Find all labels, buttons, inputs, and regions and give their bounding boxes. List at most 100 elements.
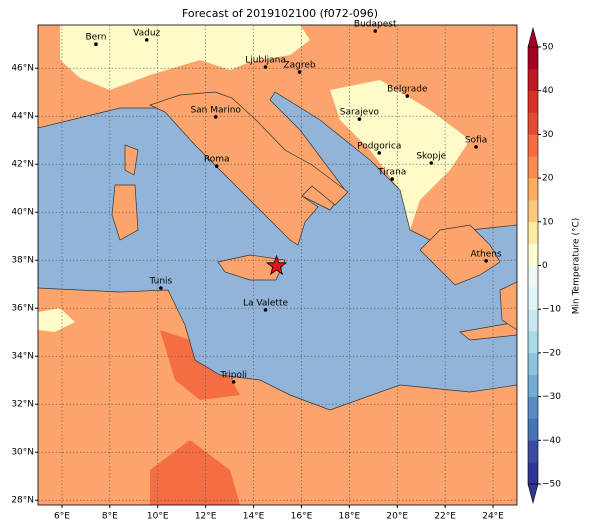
corsica xyxy=(124,144,139,176)
colorbar-tick-label: −40 xyxy=(542,436,561,446)
colorbar-tick-label: 0 xyxy=(542,261,548,271)
colorbar-band xyxy=(528,90,538,113)
colorbar-tick-label: 40 xyxy=(542,86,554,96)
colorbar-band xyxy=(528,440,538,463)
colorbar-tick-label: −30 xyxy=(542,392,561,402)
city-label: La Valette xyxy=(243,298,288,308)
colorbar-band xyxy=(528,243,538,266)
y-tick-label: 44°N xyxy=(11,112,34,122)
y-tick-label: 30°N xyxy=(11,448,34,458)
city-point xyxy=(297,70,302,74)
colorbar-extend-bottom xyxy=(527,483,539,505)
y-tick-label: 34°N xyxy=(11,352,34,362)
colorbar-tick-label: −10 xyxy=(542,305,561,315)
colorbar-tick-label: −20 xyxy=(542,348,561,358)
crete xyxy=(459,321,517,341)
y-tick-label: 46°N xyxy=(11,64,34,74)
city-label: Tunis xyxy=(148,277,172,287)
colorbar-band xyxy=(528,396,538,419)
city-point xyxy=(390,177,395,181)
colorbar-band xyxy=(528,287,538,310)
x-tick-label: 22°E xyxy=(434,512,456,522)
colorbar-band xyxy=(528,112,538,135)
x-tick-label: 10°E xyxy=(147,512,169,522)
city-point xyxy=(484,259,488,263)
colorbar-band xyxy=(528,221,538,244)
city-point xyxy=(144,38,149,42)
y-tick-label: 40°N xyxy=(11,208,34,218)
warm-area xyxy=(150,440,240,505)
colorbar-band xyxy=(528,265,538,288)
x-tick-label: 12°E xyxy=(195,512,217,522)
x-tick-label: 24°E xyxy=(482,512,504,522)
map-frame xyxy=(37,24,518,506)
city-label: Vaduz xyxy=(133,28,160,38)
colorbar-band xyxy=(528,68,538,91)
y-tick-label: 36°N xyxy=(11,304,34,314)
title: Forecast of 2019102100 (f072-096) xyxy=(182,7,378,20)
city-label: Podgorica xyxy=(357,141,401,151)
city-label: Budapest xyxy=(354,20,397,30)
map-layer xyxy=(38,25,517,505)
colorbar-tick-label: 50 xyxy=(542,43,554,53)
italy xyxy=(149,91,349,246)
cool-area xyxy=(60,25,310,90)
x-tick-label: 14°E xyxy=(243,512,265,522)
y-tick-label: 28°N xyxy=(11,496,34,506)
colorbar-tick-label: 10 xyxy=(542,217,554,227)
colorbar-band xyxy=(528,462,538,485)
warm-area xyxy=(160,330,240,400)
city-point xyxy=(213,115,218,119)
x-tick-label: 8°E xyxy=(102,512,118,522)
city-point xyxy=(357,117,362,121)
city-point xyxy=(377,151,382,155)
city-point xyxy=(429,161,434,165)
city-label: San Marino xyxy=(190,105,241,115)
colorbar-band xyxy=(528,418,538,441)
city-label: Belgrade xyxy=(387,85,428,95)
x-tick-label: 6°E xyxy=(54,512,70,522)
city-label: Tripoli xyxy=(219,370,247,380)
y-tick-label: 38°N xyxy=(11,256,34,266)
y-tick-label: 32°N xyxy=(11,400,34,410)
city-point xyxy=(263,308,268,312)
city-label: Roma xyxy=(204,155,230,165)
marker-star xyxy=(265,254,288,276)
colorbar-band xyxy=(528,178,538,201)
cool-area xyxy=(38,308,75,332)
city-label: Ljubljana xyxy=(245,56,286,66)
city-point xyxy=(94,42,98,46)
city-label: Sarajevo xyxy=(340,108,380,118)
y-tick-label: 42°N xyxy=(11,160,34,170)
sicily xyxy=(217,254,286,281)
colorbar-tick-label: 20 xyxy=(542,174,554,184)
city-point xyxy=(231,380,236,384)
colorbar-tick-label: −50 xyxy=(542,480,561,490)
sardinia xyxy=(111,184,139,241)
city-point xyxy=(263,65,268,69)
colorbar-band xyxy=(528,309,538,332)
colorbar-label: Min Temperature (°C) xyxy=(572,218,582,315)
colorbar-band xyxy=(528,156,538,179)
colorbar-band xyxy=(528,352,538,376)
cool-area xyxy=(330,80,470,230)
colorbar-tick-label: 30 xyxy=(542,130,554,140)
colorbar-extend-top xyxy=(527,26,539,48)
city-point xyxy=(373,29,378,33)
colorbar-band xyxy=(528,331,538,354)
anatolia xyxy=(499,281,517,331)
x-tick-label: 18°E xyxy=(339,512,361,522)
city-point xyxy=(214,164,219,168)
city-label: Skopje xyxy=(416,152,446,162)
x-tick-label: 20°E xyxy=(386,512,408,522)
colorbar-band xyxy=(528,134,538,157)
city-label: Zagreb xyxy=(283,61,315,71)
city-point xyxy=(159,286,163,290)
city-label: Athens xyxy=(471,249,502,259)
city-point xyxy=(405,94,410,98)
colorbar-band xyxy=(528,199,538,223)
city-label: Sofia xyxy=(465,135,487,145)
city-label: Tirana xyxy=(377,168,406,178)
colorbar-band xyxy=(528,47,538,70)
colorbar-band xyxy=(528,374,538,397)
